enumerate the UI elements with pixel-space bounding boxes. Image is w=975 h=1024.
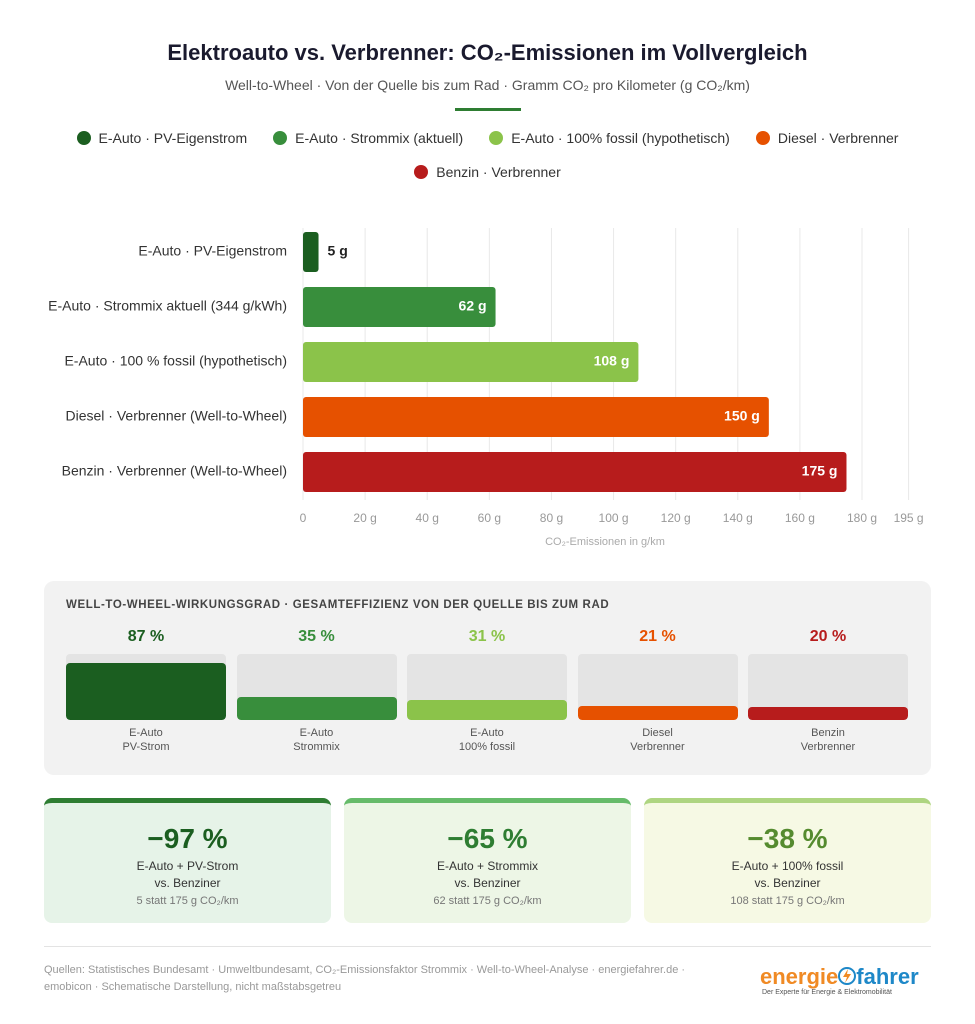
x-axis-label: CO₂-Emissionen in g/km bbox=[545, 536, 665, 548]
bar bbox=[303, 452, 847, 492]
efficiency-category: Diesel Verbrenner bbox=[630, 727, 685, 753]
card-label: E-Auto + PV-Strom vs. Benziner bbox=[136, 859, 239, 890]
tagline: Der Experte für Energie & Elektromobilit… bbox=[762, 989, 892, 996]
efficiency-value: 87 % bbox=[127, 628, 165, 645]
x-tick-label: 60 g bbox=[478, 511, 501, 525]
efficiency-value: 21 % bbox=[639, 628, 676, 645]
efficiency-track bbox=[66, 654, 226, 720]
card-value: −38 % bbox=[747, 823, 828, 854]
value-label: 5 g bbox=[328, 243, 348, 259]
card-label: E-Auto + Strommix vs. Benziner bbox=[436, 859, 539, 890]
efficiency-bar bbox=[236, 696, 397, 720]
efficiency-track bbox=[236, 654, 397, 720]
efficiency-value: 20 % bbox=[809, 628, 847, 645]
logo-part: fahrer bbox=[856, 964, 919, 989]
legend-swatch bbox=[76, 131, 91, 145]
legend-item: Diesel · Verbrenner bbox=[755, 130, 899, 146]
x-tick-label: 120 g bbox=[661, 511, 691, 525]
legend-label: E-Auto · PV-Eigenstrom bbox=[98, 130, 248, 146]
legend-item: Benzin · Verbrenner bbox=[414, 164, 561, 180]
legend-label: Benzin · Verbrenner bbox=[436, 164, 561, 180]
efficiency-bar bbox=[577, 706, 738, 720]
card-detail: 108 statt 175 g CO₂/km bbox=[730, 895, 845, 907]
emissions-chart: 0 20 g 40 g 60 g 80 g 100 g 120 g 140 g 160 g 180… bbox=[48, 228, 924, 548]
sources: Quellen: Statistisches Bundesamt · Umwel… bbox=[44, 964, 686, 993]
efficiency-category: Benzin Verbrenner bbox=[800, 727, 856, 753]
efficiency-category: E-Auto Strommix bbox=[293, 727, 340, 753]
legend-label: E-Auto · 100% fossil (hypothetisch) bbox=[511, 130, 730, 146]
legend-swatch bbox=[489, 131, 504, 145]
legend-swatch bbox=[414, 165, 429, 179]
efficiency-bar bbox=[66, 662, 226, 720]
bar bbox=[303, 342, 639, 382]
efficiency-category: E-Auto PV-Strom bbox=[122, 727, 170, 753]
bar bbox=[303, 232, 319, 272]
card-label: E-Auto + 100% fossil vs. Benziner bbox=[731, 859, 844, 890]
x-tick-label: 100 g bbox=[599, 511, 629, 525]
legend-label: E-Auto · Strommix (aktuell) bbox=[295, 130, 464, 146]
value-label: 62 g bbox=[459, 298, 487, 314]
value-label: 150 g bbox=[724, 408, 760, 424]
efficiency-category: E-Auto 100% fossil bbox=[458, 727, 516, 753]
legend-label: Diesel · Verbrenner bbox=[777, 130, 899, 146]
x-tick-label: 40 g bbox=[416, 511, 439, 525]
card-detail: 62 statt 175 g CO₂/km bbox=[433, 895, 542, 907]
efficiency-track bbox=[577, 654, 738, 720]
logo-part: energie bbox=[760, 964, 839, 989]
title: Elektroauto vs. Verbrenner: CO₂-Emission… bbox=[167, 40, 808, 65]
comparison-card: −38 % E-Auto + 100% fossil vs. Benziner 10… bbox=[644, 798, 931, 923]
logo-icon bbox=[838, 967, 857, 985]
comparison-card: −97 % E-Auto + PV-Strom vs. Benziner 5 sta… bbox=[44, 798, 331, 923]
efficiency-value: 35 % bbox=[298, 628, 335, 645]
panel-title: WELL-TO-WHEEL-WIRKUNGSGRAD · GESAMTEFFIZ… bbox=[66, 599, 610, 611]
value-label: 175 g bbox=[802, 463, 838, 479]
card-value: −65 % bbox=[447, 823, 528, 854]
category-label: Diesel · Verbrenner (Well-to-Wheel) bbox=[66, 408, 287, 424]
bar bbox=[303, 287, 496, 327]
card-value: −97 % bbox=[147, 823, 228, 854]
legend-item: E-Auto · 100% fossil (hypothetisch) bbox=[489, 130, 730, 146]
efficiency-value: 31 % bbox=[468, 628, 506, 645]
efficiency-panel: WELL-TO-WHEEL-WIRKUNGSGRAD · GESAMTEFFIZ… bbox=[44, 581, 931, 775]
legend-swatch bbox=[755, 131, 770, 145]
footer-rule bbox=[44, 946, 931, 947]
efficiency-bar bbox=[748, 706, 908, 720]
comparison-card: −65 % E-Auto + Strommix vs. Benziner 62 st… bbox=[344, 798, 631, 923]
category-label: E-Auto · PV-Eigenstrom bbox=[138, 243, 287, 259]
x-tick-label: 20 g bbox=[353, 511, 376, 525]
legend-item: E-Auto · PV-Eigenstrom bbox=[76, 130, 248, 146]
legend: E-Auto · PV-Eigenstrom E-Auto · Strommix … bbox=[70, 130, 905, 180]
efficiency-track bbox=[748, 654, 908, 720]
x-tick-label: 0 bbox=[300, 511, 307, 525]
category-label: E-Auto · 100 % fossil (hypothetisch) bbox=[64, 353, 287, 369]
x-tick-label: 80 g bbox=[540, 511, 563, 525]
x-tick-label: 160 g bbox=[785, 511, 815, 525]
efficiency-bar bbox=[407, 699, 567, 720]
category-label: Benzin · Verbrenner (Well-to-Wheel) bbox=[62, 463, 287, 479]
subtitle: Well-to-Wheel · Von der Quelle bis zum R… bbox=[225, 77, 750, 93]
x-tick-label: 180 g bbox=[847, 511, 877, 525]
bar bbox=[303, 397, 769, 437]
value-label: 108 g bbox=[594, 353, 630, 369]
x-tick-label: 195 g bbox=[894, 511, 924, 525]
efficiency-track bbox=[407, 654, 567, 720]
card-detail: 5 statt 175 g CO₂/km bbox=[136, 895, 239, 907]
x-tick-label: 140 g bbox=[723, 511, 753, 525]
legend-swatch bbox=[273, 131, 288, 145]
category-label: E-Auto · Strommix aktuell (344 g/kWh) bbox=[48, 298, 287, 314]
legend-item: E-Auto · Strommix (aktuell) bbox=[273, 130, 463, 146]
logo: energie fahrer bbox=[760, 964, 925, 990]
title-underline bbox=[455, 108, 521, 111]
